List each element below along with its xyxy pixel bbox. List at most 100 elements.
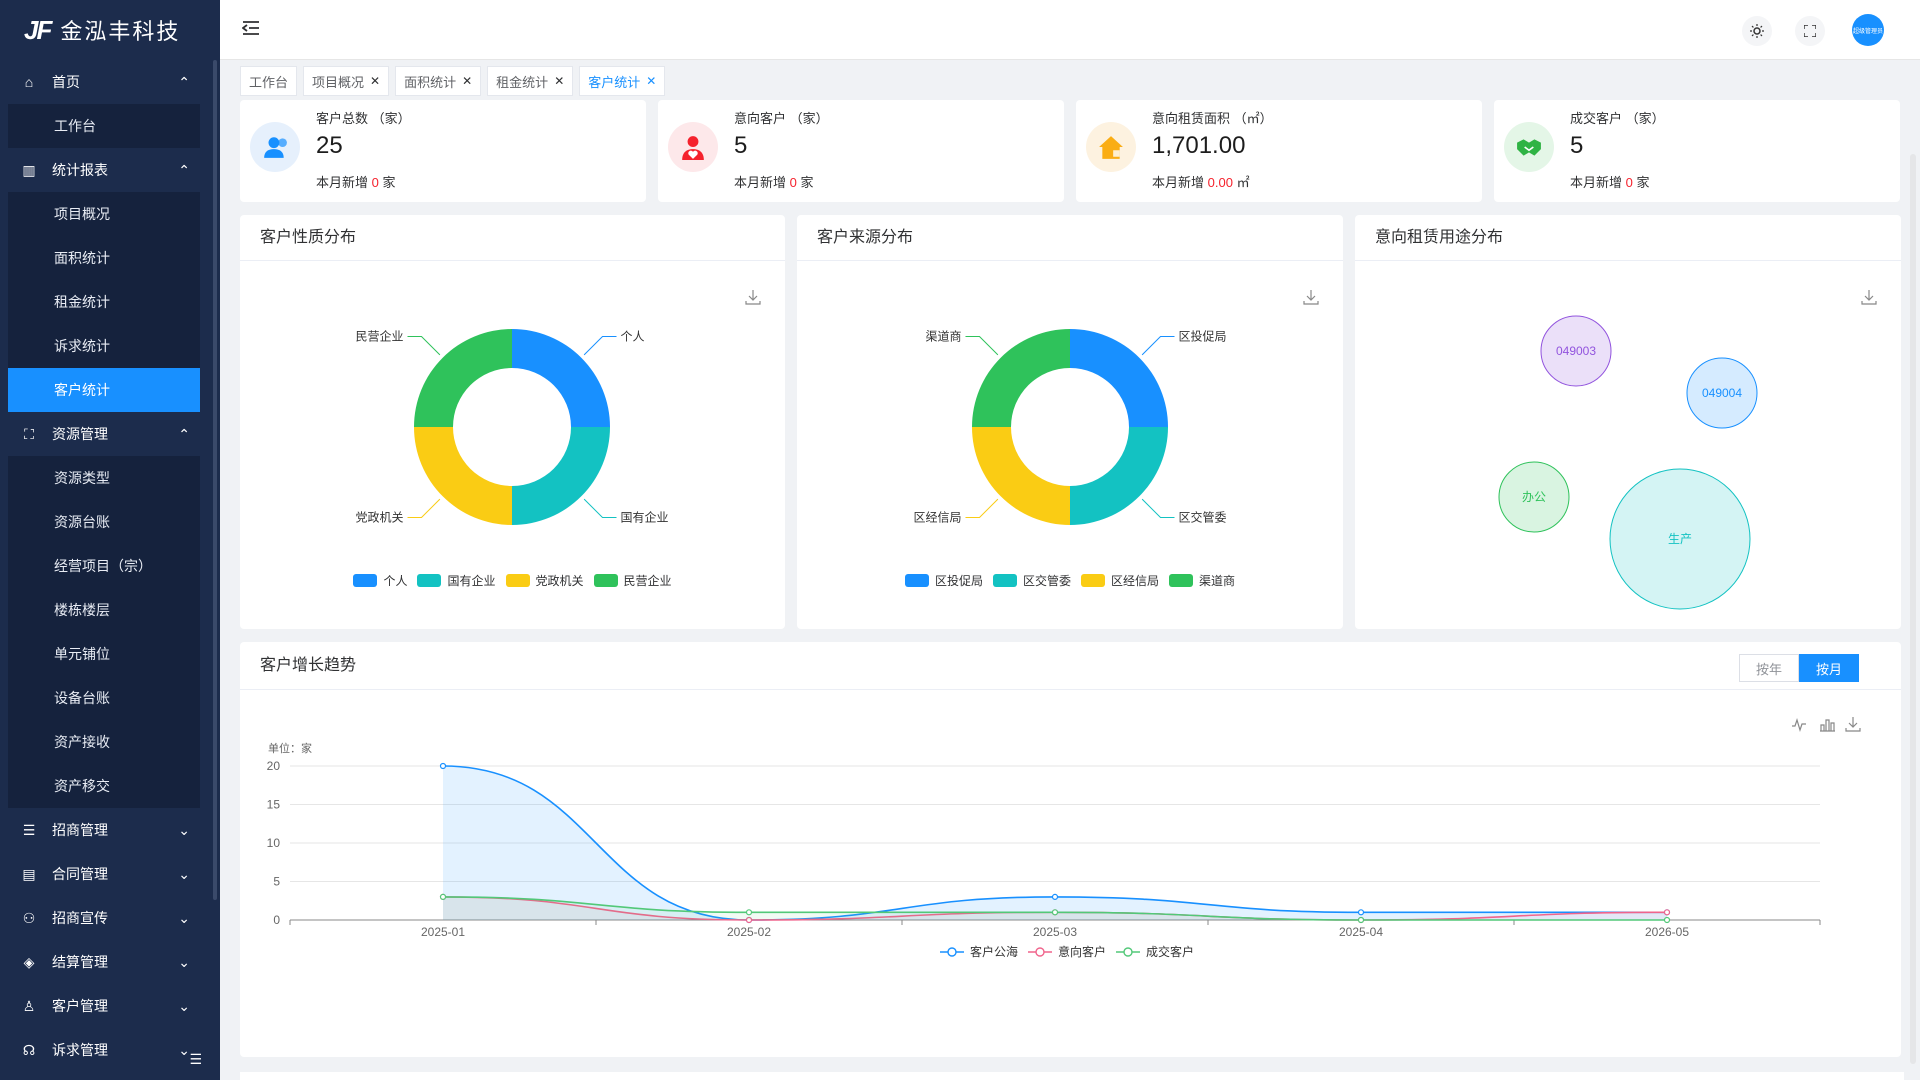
resource-icon: ⛶ [24, 425, 34, 442]
legend-item[interactable]: 党政机关 [505, 572, 584, 589]
bubble[interactable] [1540, 315, 1612, 387]
submenu-item[interactable]: 项目概况 [54, 206, 110, 222]
legend-item[interactable]: 成交客户 [1116, 944, 1194, 959]
legend-item[interactable]: 区投促局 [904, 572, 983, 589]
submenu-item[interactable]: 楼栋楼层 [54, 602, 110, 618]
stat-value: 25 [316, 132, 343, 159]
theme-toggle-button[interactable] [1742, 16, 1772, 46]
submenu-item[interactable]: 设备台账 [54, 690, 110, 706]
bubble[interactable] [1686, 357, 1758, 429]
stat-monthly-prefix: 本月新增 [734, 175, 787, 190]
bubble-label: 生产 [1668, 532, 1692, 546]
legend-item[interactable]: 个人 [353, 572, 407, 589]
submenu-item[interactable]: 面积统计 [54, 250, 110, 266]
stat-monthly: 本月新增 0 家 [734, 172, 814, 191]
data-point[interactable] [1663, 916, 1671, 924]
menu-label: 合同管理 [52, 866, 108, 882]
by-year-button[interactable]: 按年 [1739, 654, 1799, 682]
menu-reports[interactable]: ▥ 统计报表 ⌃ [0, 148, 220, 192]
submenu-item[interactable]: 资产接收 [54, 734, 110, 750]
submenu-item[interactable]: 经营项目（宗） [54, 558, 152, 574]
submenu-item[interactable]: 租金统计 [54, 294, 110, 310]
legend-item[interactable]: 国有企业 [417, 572, 496, 589]
by-month-button[interactable]: 按月 [1799, 654, 1859, 682]
tab-item[interactable]: 面积统计 ✕ [395, 66, 482, 96]
menu-home[interactable]: ⌂ 首页 ⌃ [0, 60, 220, 104]
submenu-item[interactable]: 客户统计 [8, 368, 200, 412]
avatar[interactable]: 超级管理员 [1852, 14, 1884, 46]
submenu-item[interactable]: 工作台 [54, 118, 96, 134]
data-point[interactable] [745, 909, 753, 916]
house-icon [1099, 136, 1123, 159]
toggle-sidebar-icon[interactable] [242, 20, 260, 36]
submenu-item[interactable]: 资源类型 [54, 470, 110, 486]
slice-label: 党政机关 [355, 510, 403, 525]
legend-item[interactable]: 区经信局 [1081, 572, 1159, 589]
tab-item[interactable]: 项目概况 ✕ [303, 66, 390, 96]
submenu-item[interactable]: 资源台账 [54, 514, 110, 530]
legend-item[interactable]: 民营企业 [593, 572, 672, 589]
legend-swatch [417, 574, 442, 587]
donut-slice[interactable] [512, 329, 610, 427]
download-icon[interactable] [1303, 289, 1319, 305]
customer-source-card: 客户来源分布 区投促局 区交管委 区经信局 渠道商 区投促局 区交管委 区经信局 渠道商 [797, 215, 1343, 629]
close-icon[interactable]: ✕ [554, 74, 565, 88]
data-point[interactable] [1051, 909, 1059, 916]
menu-collapsed[interactable]: ☊ 诉求管理 ⌄ [0, 1028, 220, 1072]
close-icon[interactable]: ✕ [370, 74, 381, 88]
submenu-item[interactable]: 单元铺位 [54, 646, 110, 662]
menu-resources[interactable]: ⛶ 资源管理 ⌃ [0, 412, 220, 456]
handshake-icon [1517, 139, 1541, 156]
data-point[interactable] [439, 893, 447, 900]
line-chart-icon[interactable] [1791, 716, 1807, 732]
donut-slice[interactable] [972, 329, 1070, 427]
legend-item[interactable]: 区交管委 [992, 572, 1071, 589]
stat-label: 意向租赁面积 （㎡） [1152, 111, 1273, 126]
donut-slice[interactable] [1070, 329, 1168, 427]
download-icon[interactable] [1845, 716, 1861, 732]
bubble[interactable] [1498, 461, 1570, 533]
main-scrollbar[interactable] [1910, 154, 1916, 1064]
download-icon[interactable] [1861, 289, 1877, 305]
data-point[interactable] [1051, 893, 1059, 900]
bubble[interactable] [1609, 468, 1751, 610]
y-tick-label: 15 [267, 798, 281, 812]
data-point[interactable] [1357, 909, 1365, 916]
menu-collapsed[interactable]: ⚇ 招商宣传 ⌄ [0, 896, 220, 940]
donut-slice[interactable] [414, 427, 512, 525]
close-icon[interactable]: ✕ [646, 74, 657, 88]
submenu-item[interactable]: 资产移交 [54, 778, 110, 794]
legend-item[interactable]: 客户公海 [940, 944, 1018, 959]
data-point[interactable] [439, 762, 447, 770]
legend-swatch [353, 574, 378, 587]
menu-collapsed[interactable]: ◈ 结算管理 ⌄ [0, 940, 220, 984]
submenu-item[interactable]: 诉求统计 [54, 338, 110, 354]
donut-slice[interactable] [1070, 427, 1168, 525]
sidebar-scrollbar[interactable] [213, 60, 217, 900]
tab-label: 租金统计 [496, 74, 549, 90]
legend-swatch [505, 574, 530, 587]
close-icon[interactable]: ✕ [462, 74, 473, 88]
series-line[interactable] [442, 765, 1667, 921]
tab-item[interactable]: 租金统计 ✕ [487, 66, 574, 96]
menu-collapsed[interactable]: ♙ 客户管理 ⌄ [0, 984, 220, 1028]
legend-label: 党政机关 [535, 574, 584, 588]
data-point[interactable] [1663, 909, 1671, 916]
data-point[interactable] [1357, 916, 1365, 924]
logo[interactable]: JF 金泓丰科技 [0, 0, 220, 60]
fold-menu-icon[interactable]: ☰ [189, 1051, 202, 1067]
donut-slice[interactable] [972, 427, 1070, 525]
legend-item[interactable]: 渠道商 [1169, 572, 1235, 589]
tab-item[interactable]: 客户统计 ✕ [579, 66, 666, 96]
data-point[interactable] [745, 916, 753, 924]
menu-collapsed[interactable]: ☰ 招商管理 ⌄ [0, 808, 220, 852]
download-icon[interactable] [745, 289, 761, 305]
donut-slice[interactable] [414, 329, 512, 427]
fullscreen-button[interactable] [1795, 16, 1825, 46]
legend-item[interactable]: 意向客户 [1028, 944, 1106, 959]
donut-slice[interactable] [512, 427, 610, 525]
menu-collapsed[interactable]: ▤ 合同管理 ⌄ [0, 852, 220, 896]
card-title: 客户性质分布 [240, 215, 785, 261]
bar-chart-icon[interactable] [1819, 716, 1835, 732]
tab-item[interactable]: 工作台 [240, 66, 298, 96]
